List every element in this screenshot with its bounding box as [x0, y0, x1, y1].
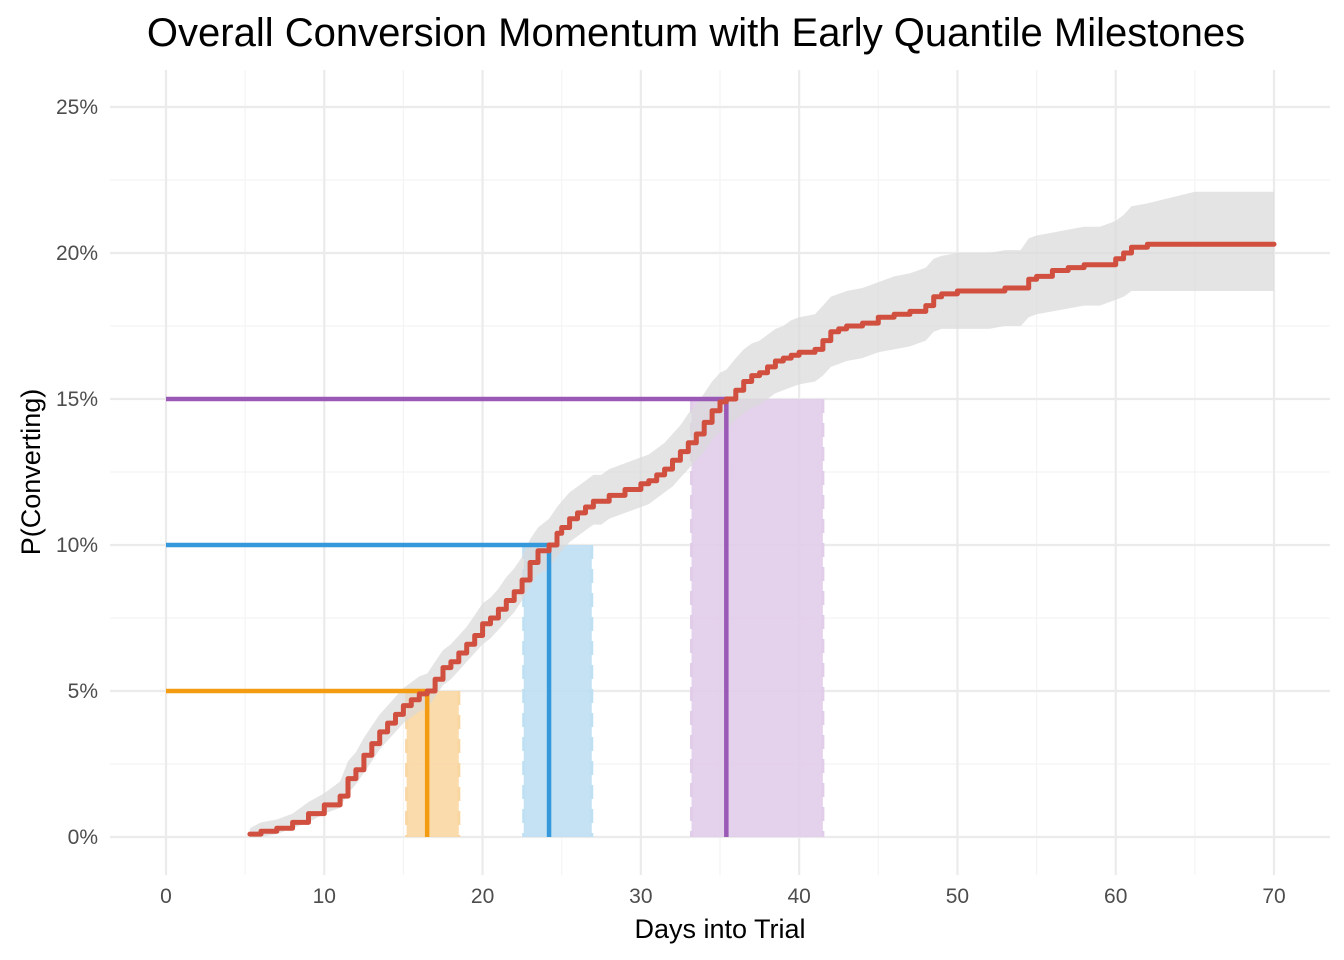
confidence-ribbon [249, 191, 1274, 837]
x-tick-label: 20 [471, 885, 494, 908]
milestone-ci-bands [405, 399, 825, 837]
y-tick-label: 10% [56, 534, 98, 557]
axis-ticks: 0 10 20 30 40 50 60 70 0% 5% 10% 15% 20% 25% [56, 96, 1286, 908]
conversion-curve-line [247, 241, 1277, 837]
milestone-lines [166, 396, 729, 837]
x-tick-label: 10 [313, 885, 336, 908]
x-tick-label: 70 [1262, 885, 1285, 908]
chart-title: Overall Conversion Momentum with Early Q… [147, 11, 1245, 55]
y-tick-label: 5% [68, 680, 98, 703]
x-tick-label: 30 [629, 885, 652, 908]
grid [110, 70, 1330, 875]
y-tick-label: 0% [68, 826, 98, 849]
x-tick-label: 0 [160, 885, 172, 908]
milestone-ci-band [523, 545, 592, 837]
milestone-ci-band [691, 399, 823, 837]
confidence-ribbon-area [249, 191, 1274, 837]
x-axis-label: Days into Trial [634, 914, 805, 944]
x-tick-label: 60 [1104, 885, 1127, 908]
x-tick-label: 40 [787, 885, 810, 908]
y-tick-label: 20% [56, 242, 98, 265]
milestone-ci-band [406, 691, 459, 837]
conversion-curve [247, 241, 1277, 837]
y-tick-label: 25% [56, 96, 98, 119]
x-tick-label: 50 [946, 885, 969, 908]
y-tick-label: 15% [56, 388, 98, 411]
y-axis-label: P(Converting) [16, 389, 46, 556]
